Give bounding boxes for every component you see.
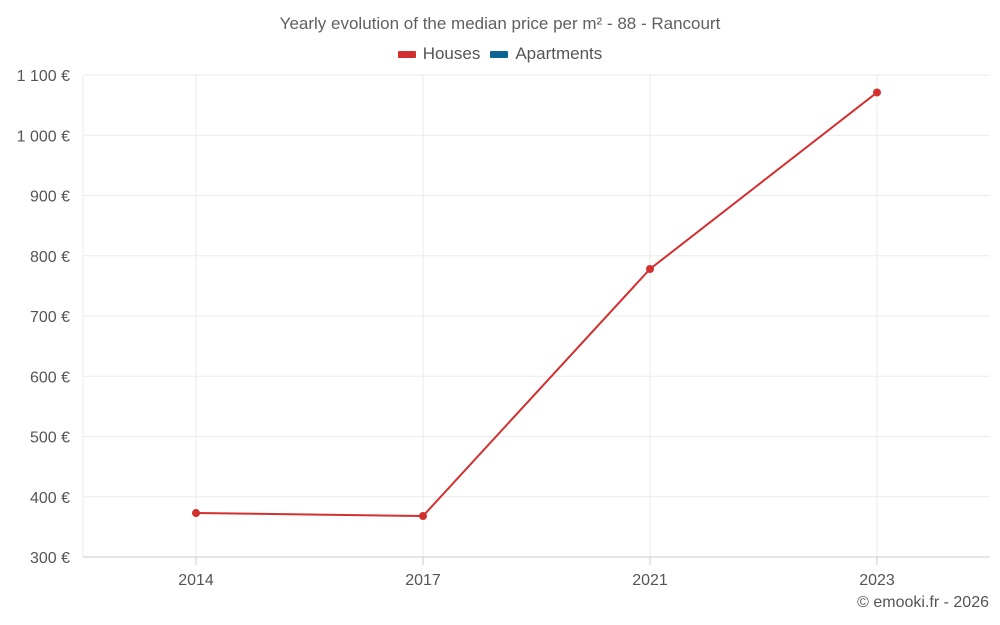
data-point-houses[interactable] xyxy=(192,509,200,518)
axes: 300 € 400 € 500 € 600 € 700 € 800 € 900 € 1 000… xyxy=(17,68,990,589)
y-tick-label: 900 € xyxy=(30,189,70,206)
y-tick-label: 1 100 € xyxy=(17,68,70,85)
y-tick-label: 700 € xyxy=(30,309,70,326)
x-tick-label: 2021 xyxy=(632,572,668,589)
x-tick-label: 2023 xyxy=(859,572,895,589)
y-tick-label: 1 000 € xyxy=(17,128,70,145)
series xyxy=(192,88,881,521)
legend-label-apartments: Apartments xyxy=(515,44,603,63)
data-point-houses[interactable] xyxy=(419,512,427,521)
data-point-houses[interactable] xyxy=(646,265,654,274)
y-tick-label: 300 € xyxy=(30,550,70,567)
legend-item-apartments[interactable]: Apartments xyxy=(490,44,602,64)
data-point-houses[interactable] xyxy=(873,88,881,97)
y-tick-label: 500 € xyxy=(30,430,70,447)
chart-title: Yearly evolution of the median price per… xyxy=(279,14,721,33)
legend-swatch-apartments xyxy=(490,50,509,58)
y-tick-label: 800 € xyxy=(30,249,70,266)
legend-swatch-houses xyxy=(397,50,416,58)
x-tick-label: 2014 xyxy=(178,572,214,589)
legend: Houses Apartments xyxy=(0,44,1000,64)
y-tick-label: 400 € xyxy=(30,490,70,507)
legend-label-houses: Houses xyxy=(422,44,481,63)
credit-text: © emooki.fr - 2026 xyxy=(857,594,989,611)
y-tick-label: 600 € xyxy=(30,369,70,386)
x-tick-label: 2017 xyxy=(405,572,441,589)
legend-item-houses[interactable]: Houses xyxy=(397,44,481,64)
grid xyxy=(82,74,990,557)
series-line-houses xyxy=(195,91,878,518)
